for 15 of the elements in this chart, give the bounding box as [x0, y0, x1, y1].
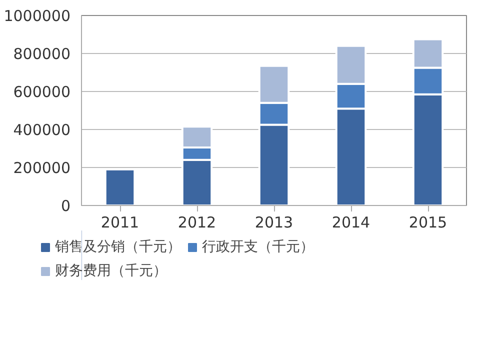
- bar: [104, 168, 136, 206]
- y-tick-label: 600000: [13, 83, 71, 101]
- x-tick-label: 2015: [408, 214, 448, 232]
- y-tick-label: 400000: [13, 121, 71, 139]
- y-tick-label: 0: [60, 197, 71, 215]
- legend-label: 行政开支（千元）: [202, 238, 314, 256]
- y-tick-label: 200000: [13, 159, 71, 177]
- y-tick-label: 800000: [13, 45, 71, 63]
- x-tick-label: 2014: [332, 214, 370, 232]
- legend-label: 销售及分销（千元）: [55, 238, 181, 256]
- legend-label: 财务费用（千元）: [55, 262, 167, 280]
- x-tick-label: 2011: [100, 214, 140, 232]
- x-tick-label: 2013: [254, 214, 294, 232]
- x-tick-label: 2012: [178, 214, 216, 232]
- y-tick-label: 1000000: [4, 7, 71, 25]
